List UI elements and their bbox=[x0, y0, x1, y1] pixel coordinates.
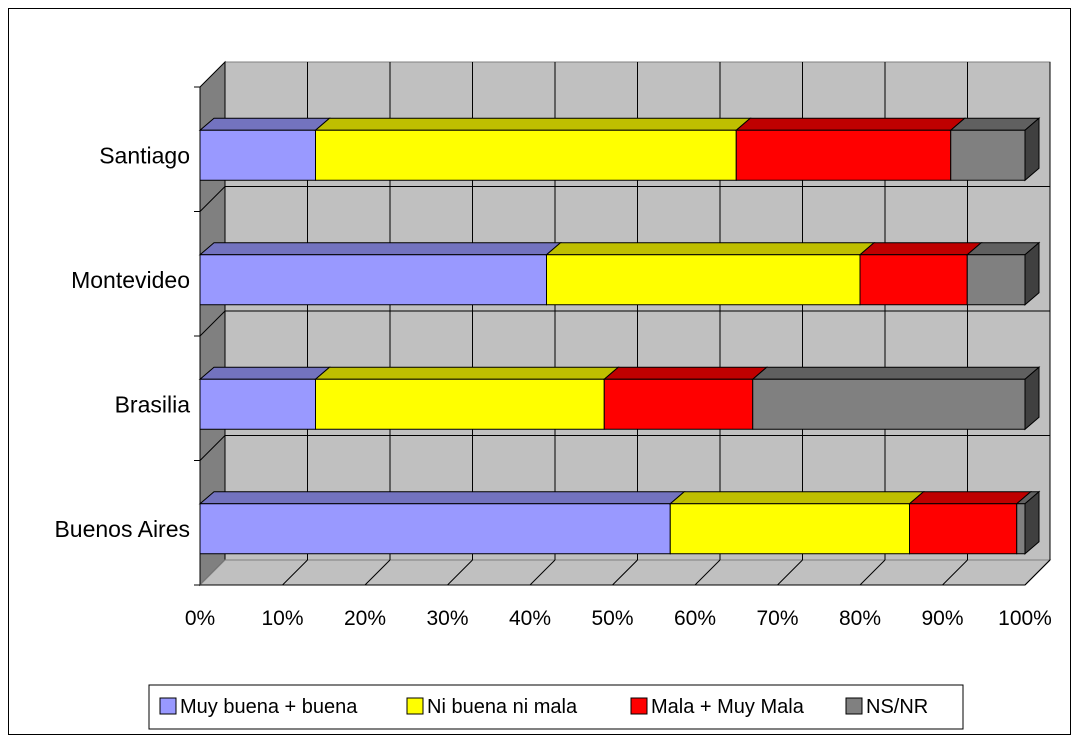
legend-swatch bbox=[159, 697, 177, 715]
gridline-floor bbox=[859, 559, 886, 586]
legend-swatch bbox=[845, 697, 863, 715]
x-tick-label: 30% bbox=[426, 607, 468, 630]
category-label: Montevideo bbox=[71, 267, 190, 293]
bar-segment bbox=[1015, 490, 1041, 555]
legend-item: Ni buena ni mala bbox=[406, 696, 578, 718]
x-tick-label: 80% bbox=[839, 607, 881, 630]
bar-segment bbox=[949, 117, 1041, 182]
gridline-floor bbox=[282, 559, 308, 586]
x-tick-label: 50% bbox=[591, 607, 633, 630]
bar-segment bbox=[198, 366, 331, 430]
x-tick-label: 60% bbox=[674, 607, 716, 630]
floor-edge bbox=[1024, 559, 1051, 586]
gridline-floor bbox=[529, 559, 556, 586]
legend-label: Mala + Muy Mala bbox=[651, 696, 805, 718]
bars bbox=[198, 117, 1041, 555]
bar-segment bbox=[602, 366, 769, 430]
category-label: Brasilia bbox=[115, 391, 191, 417]
legend-swatch bbox=[406, 697, 424, 715]
category-label: Buenos Aires bbox=[54, 516, 190, 542]
bar-segment bbox=[314, 366, 620, 430]
gridline-floor bbox=[942, 559, 968, 586]
legend-item: NS/NR bbox=[845, 696, 928, 718]
side-wall-divider bbox=[199, 310, 226, 337]
x-tick-label: 20% bbox=[344, 607, 386, 630]
x-tick-label: 90% bbox=[921, 607, 963, 630]
legend-item: Mala + Muy Mala bbox=[630, 696, 805, 718]
bar-segment bbox=[908, 491, 1033, 555]
x-tick-label: 10% bbox=[261, 607, 303, 630]
bar-segment bbox=[198, 491, 686, 555]
bar-segment bbox=[668, 491, 925, 555]
legend-box bbox=[148, 684, 964, 730]
y-axis-category-labels: Santiago Montevideo Brasilia Buenos Aires bbox=[54, 142, 190, 542]
legend-label: NS/NR bbox=[866, 696, 928, 718]
bar-segment bbox=[314, 117, 752, 181]
bar-segment bbox=[734, 117, 967, 181]
gridline-floor bbox=[364, 559, 391, 586]
bar-segment bbox=[965, 241, 1041, 306]
x-tick-label: 40% bbox=[509, 607, 551, 630]
bar-segment bbox=[198, 117, 331, 181]
side-wall-divider bbox=[199, 186, 226, 212]
bar-segment bbox=[545, 242, 876, 306]
gridline-floor bbox=[447, 559, 473, 586]
legend-swatch bbox=[630, 697, 648, 715]
legend-label: Ni buena ni mala bbox=[427, 696, 578, 718]
x-tick-label: 70% bbox=[756, 607, 798, 630]
legend: Muy buena + buena Ni buena ni mala Mala + … bbox=[148, 684, 964, 730]
gridline-floor bbox=[777, 559, 803, 586]
bar-segment bbox=[751, 366, 1041, 431]
legend-item: Muy buena + buena bbox=[159, 696, 358, 718]
category-label: Santiago bbox=[99, 142, 190, 168]
x-axis-tick-labels: 0% 10% 20% 30% 40% 50% 60% 70% 80% 90% 100% bbox=[185, 607, 1052, 630]
x-tick-label: 0% bbox=[185, 607, 215, 630]
gridline-floor bbox=[612, 559, 638, 586]
legend-label: Muy buena + buena bbox=[180, 696, 358, 718]
x-tick-label: 100% bbox=[998, 607, 1052, 630]
bar-segment bbox=[858, 242, 983, 306]
gridline-floor bbox=[694, 559, 721, 586]
bar-segment bbox=[198, 242, 562, 306]
side-wall-divider bbox=[199, 435, 226, 461]
